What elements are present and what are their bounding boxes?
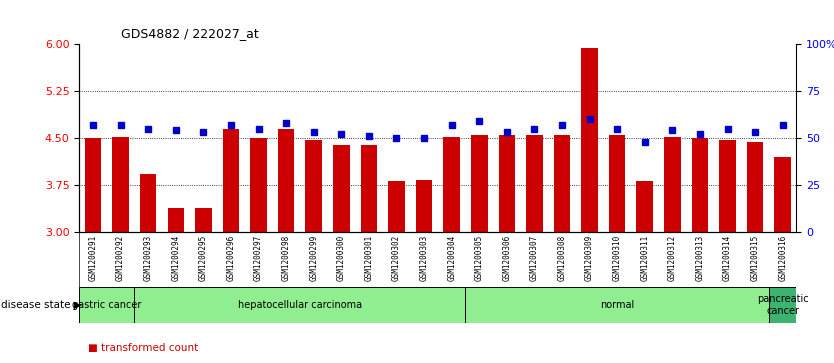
Text: GSM1200304: GSM1200304 [447, 235, 456, 281]
Bar [465, 287, 769, 323]
Text: GSM1200301: GSM1200301 [364, 235, 374, 281]
Bar [691, 138, 708, 232]
Text: disease state ▶: disease state ▶ [1, 300, 82, 310]
Text: normal: normal [600, 300, 635, 310]
Bar [388, 181, 404, 232]
Text: GSM1200292: GSM1200292 [116, 235, 125, 281]
Text: GSM1200316: GSM1200316 [778, 235, 787, 281]
Text: GSM1200291: GSM1200291 [88, 235, 98, 281]
Text: GSM1200313: GSM1200313 [696, 235, 705, 281]
Bar [581, 48, 598, 232]
Bar [360, 146, 377, 232]
Text: GSM1200297: GSM1200297 [254, 235, 263, 281]
Bar [85, 138, 101, 232]
Bar [113, 137, 129, 232]
Text: GSM1200303: GSM1200303 [420, 235, 429, 281]
Text: GSM1200311: GSM1200311 [641, 235, 649, 281]
Bar [168, 208, 184, 232]
Bar [134, 287, 465, 323]
Bar [140, 175, 157, 232]
Bar [719, 140, 736, 232]
Text: GSM1200299: GSM1200299 [309, 235, 319, 281]
Text: GSM1200293: GSM1200293 [143, 235, 153, 281]
Bar [223, 129, 239, 232]
Text: GSM1200309: GSM1200309 [585, 235, 594, 281]
Text: GSM1200302: GSM1200302 [392, 235, 401, 281]
Text: GDS4882 / 222027_at: GDS4882 / 222027_at [121, 27, 259, 40]
Text: GSM1200314: GSM1200314 [723, 235, 732, 281]
Bar [746, 142, 763, 232]
Bar [664, 137, 681, 232]
Text: GSM1200294: GSM1200294 [171, 235, 180, 281]
Text: GSM1200295: GSM1200295 [198, 235, 208, 281]
Bar [526, 135, 543, 232]
Text: GSM1200307: GSM1200307 [530, 235, 539, 281]
Bar [305, 140, 322, 232]
Bar [444, 137, 460, 232]
Text: GSM1200315: GSM1200315 [751, 235, 760, 281]
Bar [775, 157, 791, 232]
Text: GSM1200310: GSM1200310 [613, 235, 621, 281]
Bar [195, 208, 212, 232]
Text: GSM1200298: GSM1200298 [282, 235, 290, 281]
Bar [333, 146, 349, 232]
Text: gastric cancer: gastric cancer [72, 300, 142, 310]
Text: GSM1200300: GSM1200300 [337, 235, 346, 281]
Bar [79, 287, 134, 323]
Bar [250, 138, 267, 232]
Text: hepatocellular carcinoma: hepatocellular carcinoma [238, 300, 362, 310]
Bar [499, 135, 515, 232]
Bar [278, 129, 294, 232]
Text: GSM1200312: GSM1200312 [668, 235, 677, 281]
Text: GSM1200296: GSM1200296 [227, 235, 235, 281]
Text: GSM1200305: GSM1200305 [475, 235, 484, 281]
Bar [554, 135, 570, 232]
Bar [609, 135, 626, 232]
Bar [636, 181, 653, 232]
Text: pancreatic
cancer: pancreatic cancer [757, 294, 808, 316]
Bar [769, 287, 796, 323]
Text: GSM1200308: GSM1200308 [557, 235, 566, 281]
Text: ■ transformed count: ■ transformed count [88, 343, 198, 354]
Text: GSM1200306: GSM1200306 [502, 235, 511, 281]
Bar [416, 180, 432, 232]
Bar [471, 135, 488, 232]
